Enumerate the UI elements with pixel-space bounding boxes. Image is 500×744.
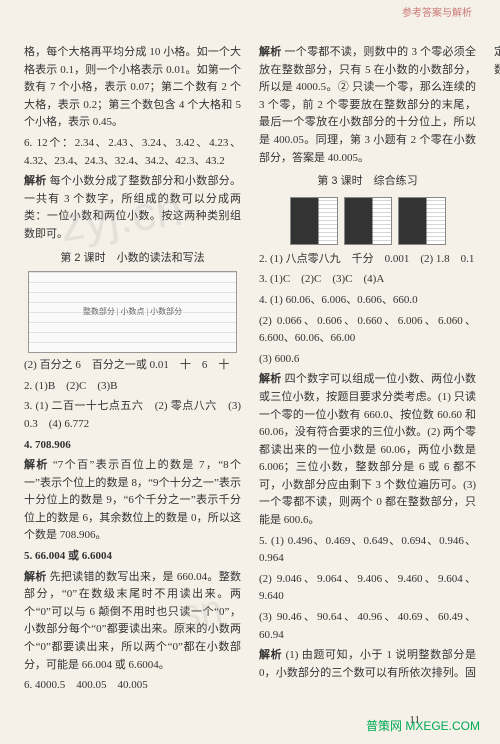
footer-logo: 普策网 MXEGE.COM	[366, 717, 480, 736]
square-3	[398, 197, 446, 245]
jiexi-label: 解析	[259, 373, 282, 385]
page-body: 格，每个大格再平均分成 10 小格。如一个大格表示 0.1，则一个小格表示 0.…	[0, 24, 500, 744]
question-6: 6. 12个：2.34、2.43、3.24、3.42、4.23、4.32、23.…	[24, 135, 241, 170]
analysis-text: “7个百”表示百位上的数是 7，“8个一”表示个位上的数是 8，“9个十分之一”…	[24, 459, 241, 541]
section-title-3: 第 3 课时 综合练习	[259, 173, 476, 191]
q4r-1: 4. (1) 60.06、6.006、0.606、660.0	[259, 292, 476, 310]
q5r-3: (3) 90.46、90.64、40.96、40.69、60.49、60.94	[259, 609, 476, 644]
q2: 2. (1)B (2)C (3)B	[24, 378, 241, 396]
jiexi-label: 解析	[259, 649, 282, 661]
q4r-analysis: 解析 四个数字可以组成一位小数、两位小数或三位小数，按题目要求分类考虑。(1) …	[259, 371, 476, 529]
analysis-text: 四个数字可以组成一位小数、两位小数或三位小数，按题目要求分类考虑。(1) 只读一…	[259, 373, 476, 526]
q3: 3. (1) 二百一十七点五六 (2) 零点八六 (3) 0.3 (4) 6.7…	[24, 398, 241, 433]
q1-2: (2) 百分之 6 百分之一或 0.01 十 6 十	[24, 357, 241, 375]
jiexi-label: 解析	[24, 175, 47, 187]
q5-analysis: 解析 先把读错的数写出来，是 660.04。整数部分，“0”在数级末尾时不用读出…	[24, 569, 241, 675]
jiexi-label: 解析	[24, 571, 47, 583]
q4r-3: (3) 600.6	[259, 351, 476, 369]
q2r: 2. (1) 八点零八九 千分 0.001 (2) 1.8 0.1	[259, 251, 476, 269]
square-2	[344, 197, 392, 245]
analysis-text: 先把读错的数写出来，是 660.04。整数部分，“0”在数级末尾时不用读出来。两…	[24, 571, 241, 671]
q3r: 3. (1)C (2)C (3)C (4)A	[259, 271, 476, 289]
analysis: 解析 每个小数分成了整数部分和小数部分。一共有 3 个数字，所组成的数可以分成两…	[24, 173, 241, 243]
right-analysis-1: 解析 一个零都不读，则数中的 3 个零必须全放在整数部分，只有 5 在小数的小数…	[259, 44, 476, 167]
section-title-2: 第 2 课时 小数的读法和写法	[24, 250, 241, 268]
place-value-table: 整数部分 | 小数点 | 小数部分	[28, 271, 236, 353]
page-header: 参考答案与解析	[0, 0, 500, 24]
jiexi-label: 解析	[259, 46, 282, 58]
grid-squares	[259, 197, 476, 245]
analysis-text: 一个零都不读，则数中的 3 个零必须全放在整数部分，只有 5 在小数的小数部分，…	[259, 46, 476, 164]
paragraph: 格，每个大格再平均分成 10 小格。如一个大格表示 0.1，则一个小格表示 0.…	[24, 44, 241, 132]
jiexi-label: 解析	[24, 459, 49, 471]
q5r-2: (2) 9.046、9.064、9.406、9.460、9.604、9.640	[259, 571, 476, 606]
q4r-2: (2) 0.066、0.606、0.660、6.006、6.060、6.600、…	[259, 313, 476, 348]
square-1	[290, 197, 338, 245]
analysis-text: 每个小数分成了整数部分和小数部分。一共有 3 个数字，所组成的数可以分成两类：一…	[24, 175, 241, 240]
q4-analysis: 解析 “7个百”表示百位上的数是 7，“8个一”表示个位上的数是 8，“9个十分…	[24, 457, 241, 545]
q4-head: 4. 708.906	[24, 437, 241, 455]
q5r-1: 5. (1) 0.496、0.469、0.649、0.694、0.946、0.9…	[259, 533, 476, 568]
q5-head: 5. 66.004 或 6.6004	[24, 548, 241, 566]
q6-bottom: 6. 4000.5 400.05 40.005	[24, 677, 241, 695]
